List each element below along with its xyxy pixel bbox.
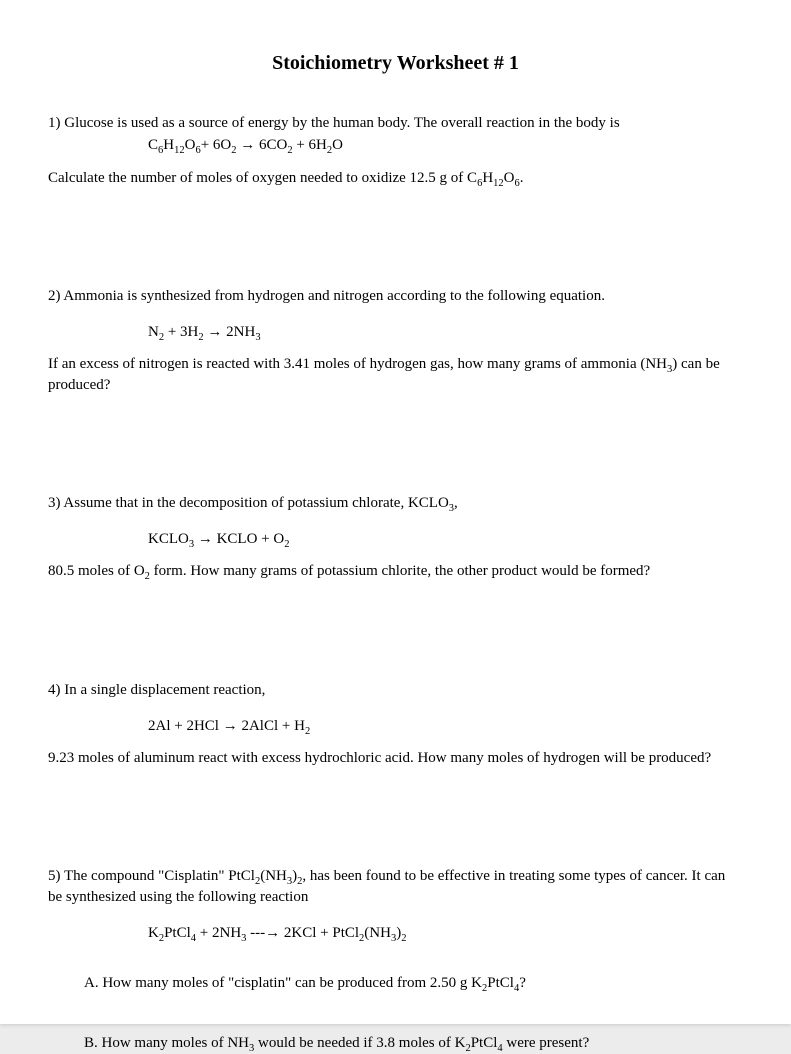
q5-subpart-a: A. How many moles of "cisplatin" can be … (84, 973, 743, 993)
spacer (48, 909, 743, 921)
q4-prompt: 4) In a single displacement reaction, (48, 680, 743, 700)
q1-equation: C6H12O6+ 6O2 → 6CO2 + 6H2O (148, 135, 743, 155)
q5-subpart-b: B. How many moles of NH3 would be needed… (84, 1033, 743, 1053)
q5-prompt: 5) The compound "Cisplatin" PtCl2(NH3)2,… (48, 866, 743, 907)
q2-prompt: 2) Ammonia is synthesized from hydrogen … (48, 286, 743, 306)
q3-followup: 80.5 moles of O2 form. How many grams of… (48, 561, 743, 581)
q1-prompt: 1) Glucose is used as a source of energy… (48, 113, 743, 133)
question-2: 2) Ammonia is synthesized from hydrogen … (48, 286, 743, 395)
q1-followup: Calculate the number of moles of oxygen … (48, 168, 743, 188)
q5-equation: K2PtCl4 + 2NH3 ---→ 2KCl + PtCl2(NH3)2 (148, 923, 743, 943)
spacer (48, 308, 743, 320)
spacer (48, 702, 743, 714)
question-4: 4) In a single displacement reaction, 2A… (48, 680, 743, 769)
spacer (48, 216, 743, 286)
q3-prompt: 3) Assume that in the decomposition of p… (48, 493, 743, 513)
question-1: 1) Glucose is used as a source of energy… (48, 113, 743, 188)
question-5: 5) The compound "Cisplatin" PtCl2(NH3)2,… (48, 866, 743, 1053)
q4-equation: 2Al + 2HCl → 2AlCl + H2 (148, 716, 743, 736)
spacer (48, 515, 743, 527)
worksheet-page: Stoichiometry Worksheet # 1 1) Glucose i… (0, 0, 791, 1024)
q2-equation: N2 + 3H2 → 2NH3 (148, 322, 743, 342)
spacer (48, 993, 743, 1033)
spacer (48, 423, 743, 493)
spacer (48, 610, 743, 680)
page-title: Stoichiometry Worksheet # 1 (48, 50, 743, 77)
question-3: 3) Assume that in the decomposition of p… (48, 493, 743, 582)
q2-followup: If an excess of nitrogen is reacted with… (48, 354, 743, 395)
spacer (48, 796, 743, 866)
q3-equation: KCLO3 → KCLO + O2 (148, 529, 743, 549)
q4-followup: 9.23 moles of aluminum react with excess… (48, 748, 743, 768)
